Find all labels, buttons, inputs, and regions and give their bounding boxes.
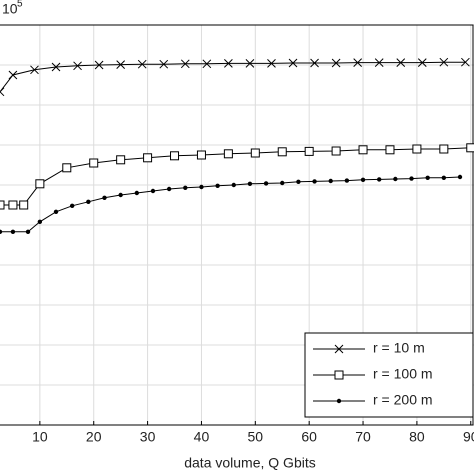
data-point: [10, 229, 16, 234]
data-point: [250, 148, 260, 158]
data-point: [202, 59, 212, 69]
data-point: [304, 146, 314, 156]
data-point: [37, 219, 43, 224]
data-point: [8, 200, 18, 210]
data-point: [280, 180, 285, 186]
series-line: [0, 176, 461, 233]
data-point: [0, 87, 5, 97]
data-point: [215, 183, 220, 188]
data-point: [94, 60, 104, 70]
data-point: [425, 175, 430, 180]
data-point: [118, 192, 123, 198]
data-point: [183, 185, 188, 190]
data-point: [0, 200, 5, 210]
x-tick-label: 40: [194, 429, 210, 445]
x-axis-label: data volume, Q Gbits: [184, 455, 316, 471]
data-point: [69, 203, 75, 208]
x-tick-label: 90: [463, 429, 474, 445]
data-point: [417, 58, 427, 67]
legend-marker: [334, 370, 344, 380]
data-point: [312, 179, 317, 184]
data-point: [166, 186, 172, 192]
legend-label: r = 10 m: [373, 340, 425, 356]
data-point: [137, 59, 147, 69]
data-point: [385, 145, 395, 155]
data-point: [19, 200, 29, 210]
data-point: [223, 149, 233, 159]
data-point: [412, 144, 422, 154]
data-point: [30, 65, 39, 75]
data-point: [466, 143, 474, 153]
data-point: [439, 144, 449, 154]
x-tick-label: 70: [355, 429, 371, 445]
data-point: [170, 151, 180, 161]
data-point: [134, 190, 140, 196]
data-point: [86, 199, 91, 204]
data-point: [35, 179, 45, 189]
x-tick-label: 50: [248, 429, 264, 445]
data-point: [51, 62, 61, 72]
data-point: [331, 58, 341, 68]
data-point: [196, 150, 206, 160]
data-point: [358, 145, 368, 155]
y-multiplier-exponent: 5: [17, 0, 23, 10]
data-point: [328, 178, 333, 184]
data-point: [224, 59, 233, 68]
data-point: [247, 181, 253, 186]
data-point: [331, 146, 341, 156]
data-point: [439, 57, 449, 67]
data-point: [277, 147, 287, 157]
data-point: [310, 58, 319, 68]
data-point: [457, 174, 463, 180]
data-point: [116, 60, 126, 69]
data-point: [53, 209, 59, 214]
data-point: [150, 188, 156, 194]
data-point: [461, 57, 470, 67]
data-point: [374, 58, 384, 67]
x-tick-label: 80: [409, 429, 425, 445]
data-point: [0, 229, 3, 234]
series-line: [0, 61, 466, 93]
data-point: [25, 229, 31, 234]
data-point: [89, 158, 99, 168]
data-point: [245, 59, 255, 68]
data-point: [143, 153, 153, 163]
y-multiplier-base: 10: [2, 1, 18, 17]
plot-frame: [0, 24, 474, 426]
data-point: [199, 184, 204, 190]
data-point: [296, 179, 301, 184]
data-point: [360, 177, 366, 182]
data-point: [393, 176, 398, 182]
data-point: [231, 182, 236, 188]
legend-marker: [336, 398, 342, 404]
x-tick-label: 60: [301, 429, 317, 445]
legend-label: r = 100 m: [373, 366, 433, 382]
series-line: [0, 147, 471, 206]
data-point: [180, 59, 190, 69]
data-point: [62, 163, 72, 173]
legend-marker: [334, 344, 344, 354]
data-point: [441, 175, 447, 180]
data-point: [102, 195, 107, 200]
data-point: [116, 155, 126, 165]
data-point: [396, 58, 406, 67]
x-tick-label: 20: [86, 429, 102, 445]
data-point: [263, 181, 269, 186]
data-point: [159, 59, 169, 69]
data-point: [8, 70, 18, 80]
data-point: [344, 178, 350, 183]
data-point: [377, 177, 382, 182]
legend-label: r = 200 m: [373, 392, 433, 408]
x-tick-label: 10: [32, 429, 48, 445]
data-point: [409, 176, 414, 181]
data-point: [267, 59, 276, 68]
data-point: [73, 61, 82, 71]
data-point: [288, 58, 298, 68]
data-point: [353, 58, 363, 67]
x-tick-label: 30: [140, 429, 156, 445]
